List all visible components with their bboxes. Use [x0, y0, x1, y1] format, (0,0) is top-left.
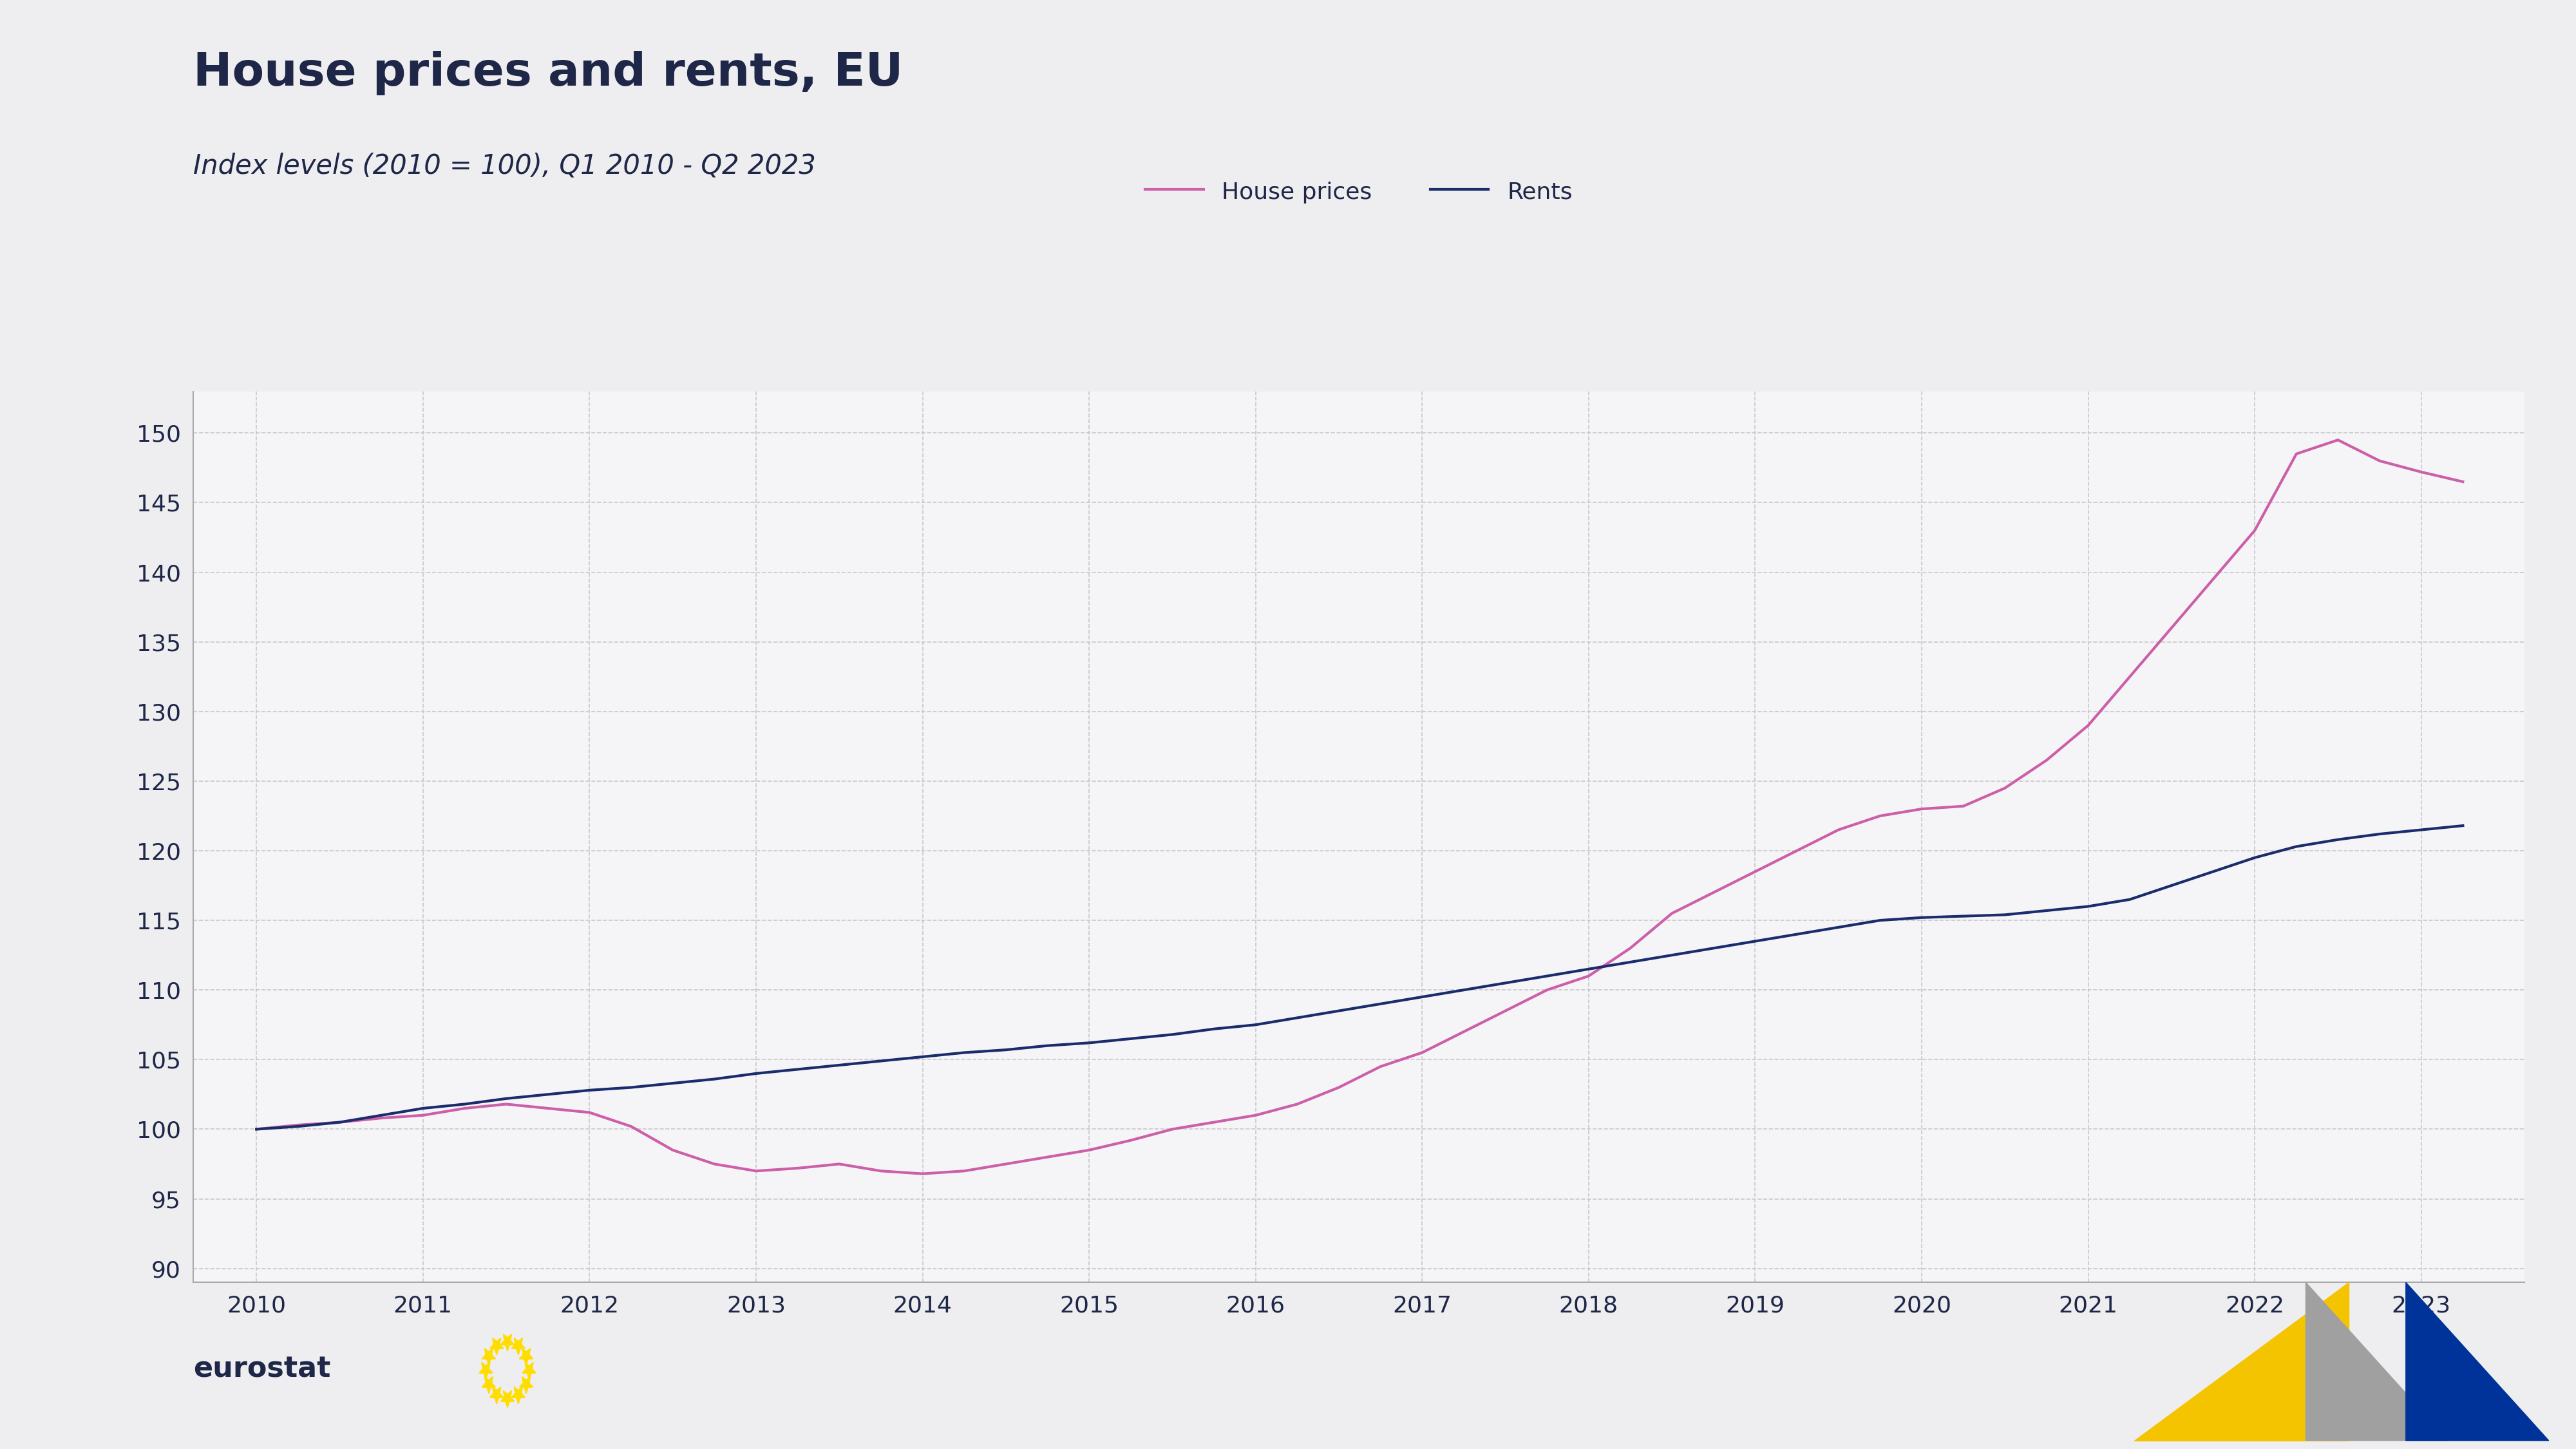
Polygon shape: [489, 1387, 502, 1404]
Polygon shape: [479, 1362, 492, 1379]
Legend: House prices, Rents: House prices, Rents: [1136, 171, 1582, 213]
Text: eurostat: eurostat: [193, 1355, 330, 1384]
Polygon shape: [520, 1348, 533, 1365]
Text: Index levels (2010 = 100), Q1 2010 - Q2 2023: Index levels (2010 = 100), Q1 2010 - Q2 …: [193, 152, 817, 180]
Polygon shape: [2133, 1282, 2349, 1440]
Polygon shape: [500, 1335, 515, 1350]
Polygon shape: [482, 1348, 495, 1365]
Polygon shape: [500, 1391, 515, 1408]
Polygon shape: [513, 1387, 526, 1404]
Polygon shape: [489, 1337, 502, 1355]
Polygon shape: [482, 1377, 495, 1394]
Polygon shape: [523, 1362, 536, 1379]
Polygon shape: [2306, 1282, 2450, 1440]
Polygon shape: [2406, 1282, 2548, 1440]
Text: House prices and rents, EU: House prices and rents, EU: [193, 51, 904, 96]
Polygon shape: [520, 1377, 533, 1394]
Polygon shape: [513, 1337, 526, 1355]
